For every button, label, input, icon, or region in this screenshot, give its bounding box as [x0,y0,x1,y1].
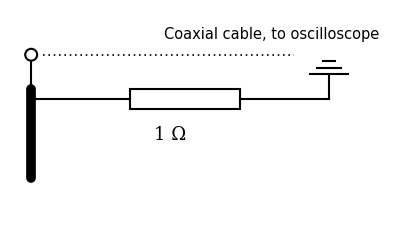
Bar [130,89,239,109]
Text: 1 Ω: 1 Ω [154,126,186,144]
Text: Coaxial cable, to oscilloscope: Coaxial cable, to oscilloscope [163,27,378,42]
